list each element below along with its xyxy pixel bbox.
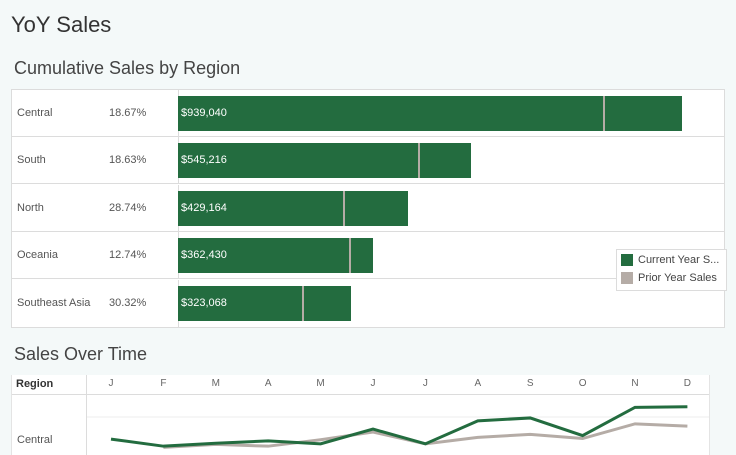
legend-label-current: Current Year S... [638,254,720,266]
line-chart-title: Sales Over Time [14,344,148,364]
bar-value-label: $362,430 [181,249,227,262]
bar-value-label: $429,164 [181,201,227,214]
current-year-bar[interactable] [178,190,409,226]
percentage-label: 30.32% [109,296,147,309]
month-label: M [316,378,325,389]
line-row-label-central: Central [17,434,53,446]
cumulative-sales-bar-chart: Central 18.67% $939,040 South 18.63% $545,216… [11,89,725,328]
bar-chart-title: Cumulative Sales by Region [14,58,241,78]
month-header: Region J F M A M J J A S O N D [12,375,709,395]
bar-row[interactable]: Oceania 12.74% $362,430 [12,232,724,280]
legend-label-prior: Prior Year Sales [638,272,717,284]
month-label: D [683,378,691,389]
bar-row[interactable]: Central 18.67% $939,040 [12,90,724,137]
month-label: J [422,378,428,389]
percentage-label: 18.67% [109,107,147,119]
current-year-bar[interactable] [178,96,683,131]
month-label: A [264,378,272,389]
region-column-header: Region [16,378,54,390]
prior-year-marker[interactable] [418,143,421,179]
bar-value-label: $545,216 [181,154,227,167]
current-year-bar[interactable] [178,143,471,179]
bar-row[interactable]: North 28.74% $429,164 [12,184,724,232]
region-label: Southeast Asia [17,296,91,309]
legend-swatch-current [621,254,633,266]
region-label: Central [17,107,53,119]
month-label: J [108,378,114,389]
page-title: YoY Sales [11,12,112,37]
month-label: M [211,378,220,389]
bar-row[interactable]: Southeast Asia 30.32% $323,068 [12,279,724,327]
bar-value-label: $939,040 [181,107,227,119]
prior-year-marker[interactable] [348,238,351,274]
percentage-label: 28.74% [109,201,147,214]
prior-year-marker[interactable] [343,190,346,226]
month-label: S [526,378,534,389]
current-year-bar[interactable] [178,238,373,274]
region-label: South [17,154,46,167]
prior-year-marker[interactable] [301,285,304,321]
legend-swatch-prior [621,272,633,284]
bar-value-label: $323,068 [181,296,227,309]
bar-row[interactable]: South 18.63% $545,216 [12,137,724,185]
month-label: N [631,378,639,389]
month-label: J [370,378,376,389]
current-year-bar[interactable] [178,285,352,321]
current-year-line[interactable] [110,405,688,448]
line-plot-area [87,405,709,449]
region-label: Oceania [17,249,58,262]
region-label: North [17,201,44,214]
sales-over-time-line-chart: Region J F M A M J J A S O N D Central [11,375,710,455]
month-label: O [578,378,587,389]
prior-year-marker[interactable] [602,96,605,131]
legend[interactable]: Current Year S... Prior Year Sales [616,249,727,291]
month-label: A [474,378,482,389]
month-label: F [160,378,167,389]
percentage-label: 12.74% [109,249,147,262]
region-divider [86,375,87,455]
percentage-label: 18.63% [109,154,147,167]
